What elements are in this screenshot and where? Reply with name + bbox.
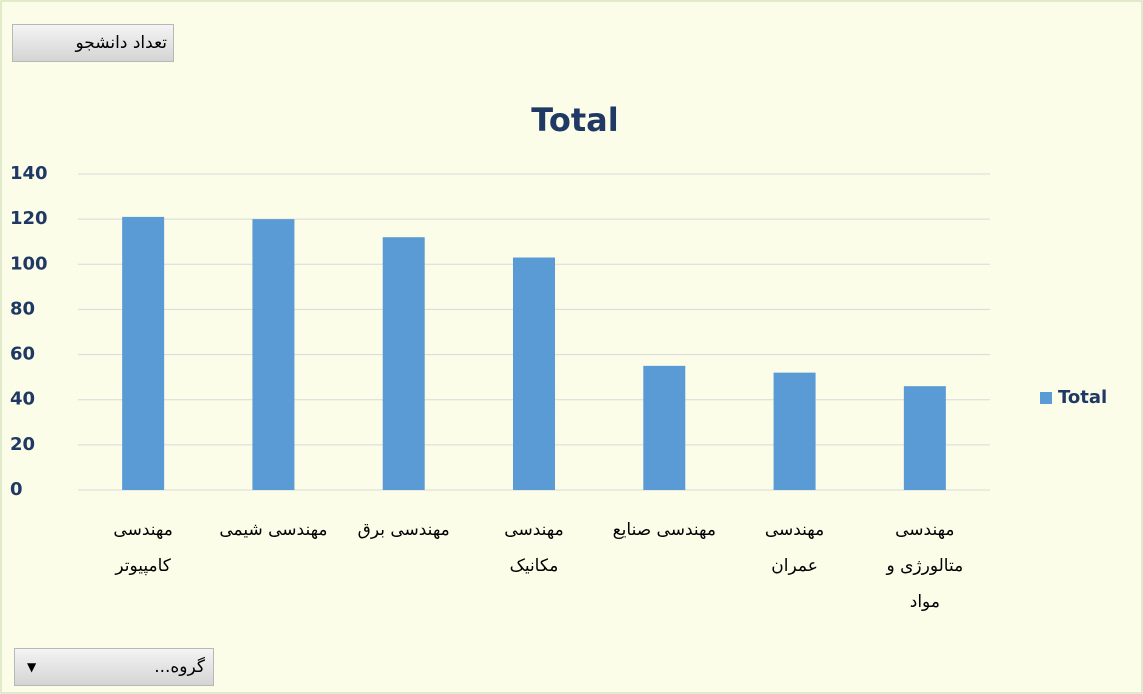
x-tick-label: مهندسی عمران: [764, 520, 825, 576]
x-tick-label: مهندسی صنایع: [612, 520, 716, 540]
bar: [382, 237, 425, 490]
filter-field-button[interactable]: گروه... ▼: [14, 648, 214, 686]
x-tick-label: مهندسی شیمی: [219, 520, 328, 540]
y-tick-label: 140: [10, 163, 48, 184]
y-tick-label: 100: [10, 253, 48, 274]
legend-swatch: [1040, 392, 1052, 404]
filter-label: گروه...: [154, 657, 205, 677]
x-tick-label: مهندسی مکانیک: [504, 520, 564, 576]
bar: [643, 365, 686, 490]
y-tick-label: 0: [10, 479, 23, 500]
x-tick-label: مهندسی متالورژی و مواد: [886, 520, 964, 612]
x-tick-label: مهندسی برق: [357, 520, 450, 540]
y-tick-label: 60: [10, 344, 35, 365]
bar: [122, 216, 165, 490]
y-tick-label: 40: [10, 389, 35, 410]
bar: [513, 257, 555, 490]
bar: [252, 219, 295, 490]
legend-label: Total: [1058, 387, 1107, 408]
value-field-button[interactable]: تعداد دانشجو: [12, 24, 174, 62]
y-tick-label: 120: [10, 208, 48, 229]
dropdown-arrow[interactable]: ▼: [27, 660, 37, 674]
x-tick-label: مهندسی کامپیوتر: [113, 520, 173, 576]
y-tick-label: 20: [10, 434, 35, 455]
bar: [773, 372, 816, 490]
chart-title: Total: [531, 101, 618, 139]
bar: [903, 386, 946, 490]
y-tick-label: 80: [10, 298, 35, 319]
